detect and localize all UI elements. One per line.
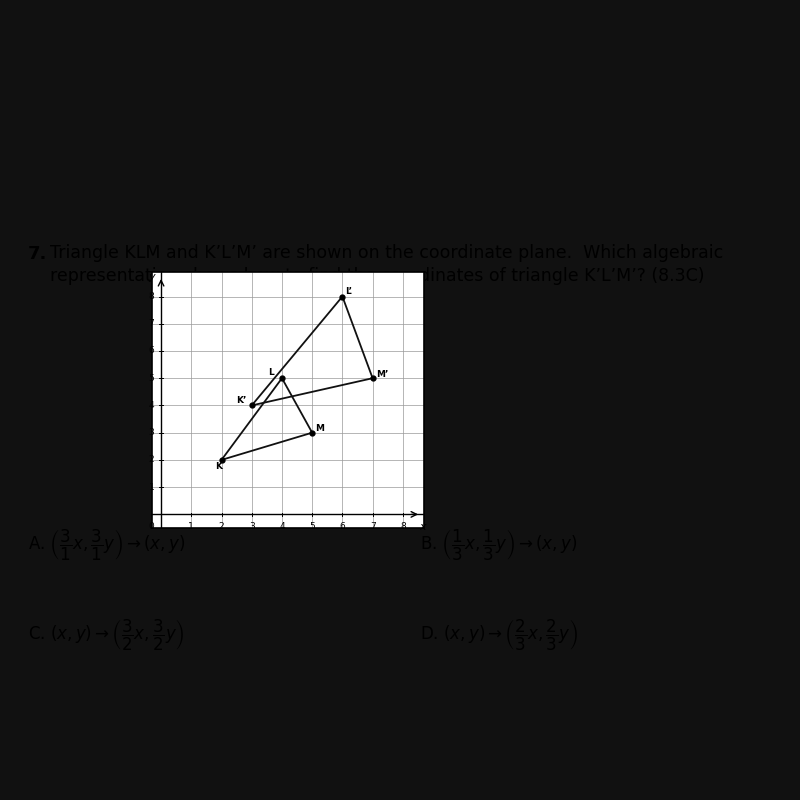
Text: y: y xyxy=(148,273,154,282)
Text: Triangle KLM and K’L’M’ are shown on the coordinate plane.  Which algebraic: Triangle KLM and K’L’M’ are shown on the… xyxy=(50,244,723,262)
Text: C. $(x,y) \rightarrow \left(\dfrac{3}{2}x,\dfrac{3}{2}y\right)$: C. $(x,y) \rightarrow \left(\dfrac{3}{2}… xyxy=(28,618,185,653)
Text: 0: 0 xyxy=(149,522,154,531)
Text: K: K xyxy=(215,462,222,471)
Text: 1: 1 xyxy=(189,522,194,531)
Text: 4: 4 xyxy=(149,401,154,410)
Text: M: M xyxy=(315,424,324,434)
Text: 8: 8 xyxy=(400,522,406,531)
Text: x: x xyxy=(419,522,426,532)
Text: 5: 5 xyxy=(149,374,154,382)
Text: 1: 1 xyxy=(149,482,154,492)
Text: D. $(x,y) \rightarrow \left(\dfrac{2}{3}x,\dfrac{2}{3}y\right)$: D. $(x,y) \rightarrow \left(\dfrac{2}{3}… xyxy=(420,618,578,653)
Text: K’: K’ xyxy=(237,396,247,405)
Text: 2: 2 xyxy=(218,522,224,531)
Text: B. $\left(\dfrac{1}{3}x,\dfrac{1}{3}y\right) \rightarrow (x,y)$: B. $\left(\dfrac{1}{3}x,\dfrac{1}{3}y\ri… xyxy=(420,527,577,562)
Text: 5: 5 xyxy=(310,522,315,531)
Text: 8: 8 xyxy=(149,292,154,301)
Text: 7: 7 xyxy=(370,522,375,531)
Text: 4: 4 xyxy=(279,522,285,531)
Text: 3: 3 xyxy=(149,428,154,437)
Text: A. $\left(\dfrac{3}{1}x,\dfrac{3}{1}y\right) \rightarrow (x,y)$: A. $\left(\dfrac{3}{1}x,\dfrac{3}{1}y\ri… xyxy=(28,527,185,562)
Text: representation shows how to find the coordinates of triangle K’L’M’? (8.3C): representation shows how to find the coo… xyxy=(50,267,705,285)
Text: L’: L’ xyxy=(345,286,352,296)
Text: 7.: 7. xyxy=(28,245,47,263)
Text: 2: 2 xyxy=(149,455,154,465)
Text: 6: 6 xyxy=(339,522,346,531)
Text: M’: M’ xyxy=(376,370,388,379)
Text: L: L xyxy=(268,369,274,378)
Text: 3: 3 xyxy=(249,522,254,531)
Text: 7: 7 xyxy=(149,319,154,328)
Text: 6: 6 xyxy=(149,346,154,355)
